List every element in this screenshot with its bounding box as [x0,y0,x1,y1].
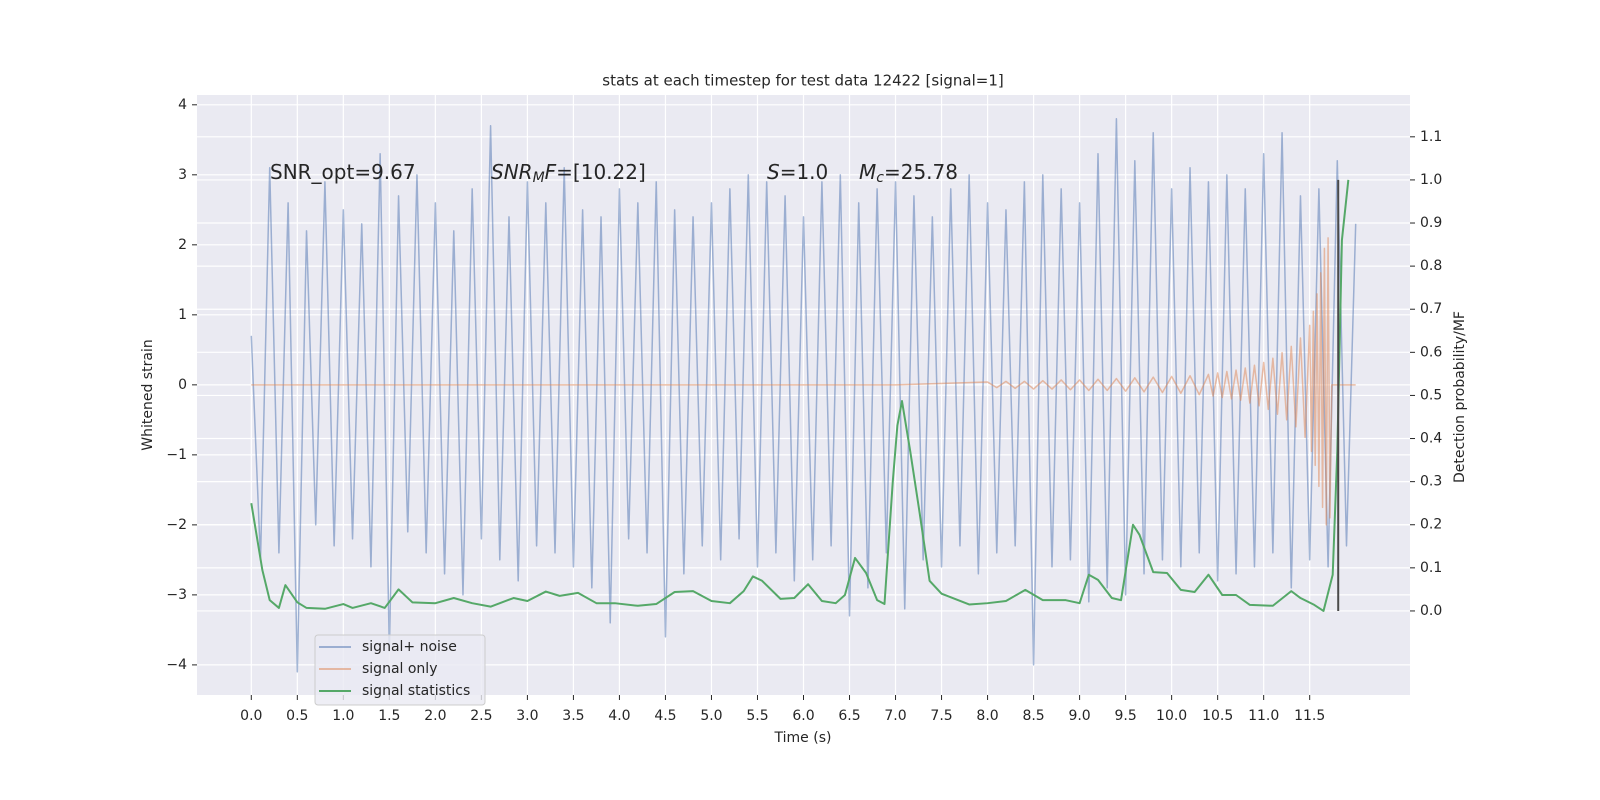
annotation-part: F [545,160,557,184]
y-tick-label: −3 [166,587,187,603]
axes: 0.0 0.5 1.0 1.5 2.0 2.5 3.0 3.5 4.0 4.5 5.0 5.5 6.0 6… [166,97,1442,724]
annotation-part: =[10.22] [556,160,646,184]
y2-tick-label: 0.9 [1420,215,1442,231]
annotation-part: M [533,170,545,186]
annotation-part: =25.78 [884,160,958,184]
x-tick-label: 6.0 [792,708,814,724]
x-tick-label: 10.5 [1202,708,1233,724]
x-tick-label: 5.5 [746,708,768,724]
x-tick-label: 9.0 [1068,708,1090,724]
x-tick-label: 11.5 [1294,708,1325,724]
legend: signal+ noise signal only signal statistic… [314,634,486,706]
y2-tick-label: 0.4 [1420,431,1442,447]
y2-tick-label: 0.0 [1420,603,1442,619]
annotation-part: c [876,170,884,186]
x-tick-label: 1.0 [332,708,354,724]
y2-tick-label: 0.3 [1420,474,1442,490]
x-axis-label: Time (s) [774,730,832,746]
y2-tick-label: 0.8 [1420,258,1442,274]
y2-axis-label: Detection probability/MF [1452,311,1468,483]
y-axis-label: Whitened strain [140,339,156,450]
annotation-part: =1.0 [780,160,829,184]
x-tick-label: 10.0 [1156,708,1187,724]
y-tick-label: 1 [178,307,187,323]
series-line [251,237,1356,526]
y-tick-label: 2 [178,237,187,253]
y-tick-label: −2 [166,517,187,533]
x-tick-label: 11.0 [1248,708,1279,724]
y2-tick-label: 1.1 [1420,129,1442,145]
x-tick-label: 3.0 [516,708,538,724]
series-line [250,118,1357,673]
y-tick-label: 4 [178,97,187,113]
annotation: Mc=25.78 [859,160,958,187]
annotation-part: M [859,160,876,184]
x-tick-label: 3.5 [562,708,584,724]
x-tick-label: 4.5 [654,708,676,724]
x-tick-label: 6.5 [838,708,860,724]
annotation-part: SNR [491,160,533,184]
legend-label: signal+ noise [362,639,457,655]
x-tick-label: 0.5 [286,708,308,724]
y2-tick-label: 0.1 [1420,560,1442,576]
x-tick-label: 2.0 [424,708,446,724]
y-tick-label: 3 [178,167,187,183]
y2-tick-label: 0.7 [1420,301,1442,317]
y2-tick-label: 0.5 [1420,387,1442,403]
annotation: SNRMF=[10.22] [491,160,646,187]
x-tick-label: 2.5 [470,708,492,724]
annotation-part: S [767,160,780,184]
y-tick-label: −1 [166,447,187,463]
x-tick-label: 8.0 [976,708,998,724]
x-tick-label: 0.0 [240,708,262,724]
y-tick-label: −4 [166,657,187,673]
y2-tick-label: 1.0 [1420,172,1442,188]
x-tick-label: 1.5 [378,708,400,724]
series-line [250,179,1350,612]
x-tick-label: 4.0 [608,708,630,724]
y2-tick-label: 0.2 [1420,517,1442,533]
x-tick-label: 7.0 [884,708,906,724]
y2-tick-label: 0.6 [1420,344,1442,360]
y-tick-label: 0 [178,377,187,393]
annotation-part: SNR_opt=9.67 [270,160,416,184]
annotation: SNR_opt=9.67 [270,160,416,184]
legend-label: signal statistics [362,683,470,699]
x-tick-label: 8.5 [1022,708,1044,724]
chart-title: stats at each timestep for test data 124… [602,72,1003,90]
x-tick-label: 7.5 [930,708,952,724]
legend-label: signal only [362,661,437,677]
annotation: S=1.0 [767,160,828,184]
legend-box [314,634,486,706]
x-tick-label: 9.5 [1114,708,1136,724]
x-tick-label: 5.0 [700,708,722,724]
marks [250,118,1357,673]
